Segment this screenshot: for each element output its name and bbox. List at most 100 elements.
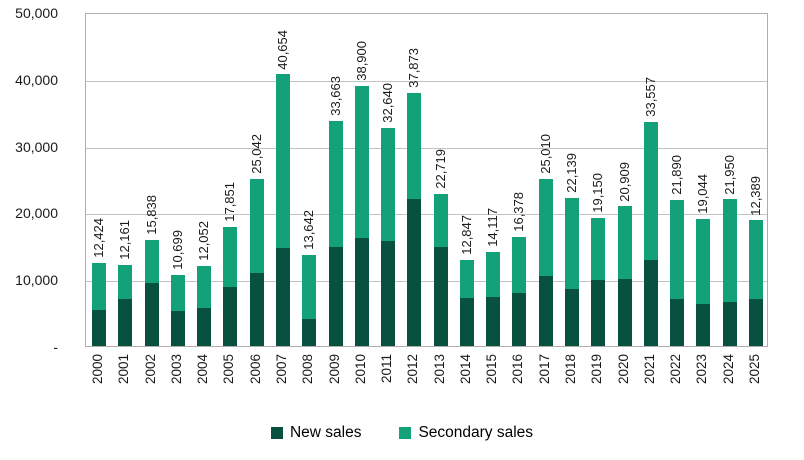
bar-column-2021: 33,557 [638, 14, 664, 346]
bar-segment-new-sales [564, 289, 579, 346]
bar-total-label: 16,378 [511, 191, 527, 232]
bar-segment-secondary-sales [328, 121, 343, 248]
x-tick-label: 2010 [352, 354, 368, 385]
x-tick-label: 2013 [431, 354, 447, 385]
bar-column-2014: 12,847 [454, 14, 480, 346]
bar-segment-new-sales [512, 293, 527, 346]
bar-total-label: 15,838 [143, 195, 159, 236]
x-tick-label: 2012 [405, 354, 421, 385]
y-tick-label: 20,000 [15, 205, 58, 222]
bar-segment-secondary-sales [670, 199, 685, 300]
bar-column-2001: 12,161 [112, 14, 138, 346]
bar-total-label: 38,900 [353, 41, 369, 82]
bar-segment-secondary-sales [617, 206, 632, 280]
bar-segment-new-sales [538, 275, 553, 346]
bar-total-label: 13,642 [301, 210, 317, 250]
bar-column-2004: 12,052 [191, 14, 217, 346]
bar-segment-new-sales [617, 279, 632, 346]
bar-column-2008: 13,642 [296, 14, 322, 346]
bar-column-2010: 38,900 [349, 14, 375, 346]
x-tick-label: 2005 [221, 354, 237, 385]
bar-total-label: 20,909 [616, 161, 632, 202]
bar-segment-secondary-sales [591, 218, 606, 281]
bar-segment-secondary-sales [564, 198, 579, 290]
bar-segment-new-sales [407, 199, 422, 346]
bar-column-2013: 22,719 [428, 14, 454, 346]
bar-segment-new-sales [249, 272, 264, 346]
bar-total-label: 12,161 [117, 220, 133, 260]
bar-total-label: 12,847 [458, 215, 474, 256]
bar-column-2022: 21,890 [664, 14, 690, 346]
bar-segment-new-sales [722, 301, 737, 346]
bar-total-label: 12,052 [196, 220, 212, 261]
y-tick-label: 40,000 [15, 71, 58, 88]
bar-column-2012: 37,873 [401, 14, 427, 346]
bar-stack [564, 198, 579, 346]
bar-segment-new-sales [643, 260, 658, 346]
bar-column-2005: 17,851 [217, 14, 243, 346]
legend-swatch-icon [399, 427, 412, 439]
bar-stack [276, 74, 290, 346]
legend-swatch-icon [270, 427, 283, 439]
bar-total-label: 25,010 [537, 134, 553, 174]
bar-total-label: 19,044 [695, 174, 711, 214]
bar-segment-new-sales [381, 241, 396, 346]
bar-stack [144, 240, 159, 346]
legend: New sales Secondary sales [0, 420, 804, 446]
x-tick-label: 2001 [116, 354, 132, 385]
x-tick-label: 2003 [168, 354, 184, 385]
bar-stack [512, 236, 527, 346]
bar-segment-new-sales [354, 238, 369, 346]
bar-segment-secondary-sales [302, 254, 317, 319]
bar-segment-new-sales [144, 283, 159, 346]
bar-segment-secondary-sales [170, 274, 185, 312]
bar-segment-new-sales [591, 280, 606, 346]
bar-segment-secondary-sales [381, 127, 396, 242]
bar-stack [328, 121, 343, 346]
y-axis: 50,000 40,000 30,000 20,000 10,000 - [0, 5, 58, 355]
bar-column-2023: 19,044 [690, 14, 716, 346]
bar-stack [670, 199, 685, 346]
bar-total-label: 10,699 [169, 229, 185, 270]
bar-stack [197, 265, 212, 346]
bar-column-2007: 40,654 [270, 14, 296, 346]
bar-segment-new-sales [670, 299, 685, 346]
bar-segment-new-sales [433, 247, 448, 346]
bar-column-2020: 20,909 [611, 14, 637, 346]
x-tick-label: 2022 [668, 354, 684, 385]
bar-total-label: 21,890 [669, 155, 685, 195]
bar-total-label: 22,719 [432, 149, 448, 190]
bar-total-label: 22,139 [563, 153, 579, 194]
bar-segment-new-sales [197, 307, 212, 346]
bar-column-2016: 16,378 [506, 14, 532, 346]
bar-segment-secondary-sales [354, 86, 369, 239]
bar-column-2006: 25,042 [244, 14, 270, 346]
bar-stack [643, 121, 658, 346]
bar-column-2025: 12,389 [743, 14, 769, 346]
bar-stack [617, 206, 632, 346]
bar-segment-new-sales [748, 298, 763, 346]
bar-segment-secondary-sales [748, 220, 763, 299]
bar-total-label: 33,557 [642, 77, 658, 117]
bar-column-2015: 14,117 [480, 14, 506, 346]
bar-total-label: 25,042 [248, 133, 264, 174]
x-tick-label: 2025 [746, 354, 762, 385]
x-tick-label: 2024 [720, 354, 736, 385]
bar-segment-secondary-sales [459, 260, 474, 298]
bar-segment-new-sales [92, 309, 107, 346]
bar-stack [118, 264, 133, 346]
x-tick-label: 2014 [457, 354, 473, 385]
x-tick-label: 2018 [562, 354, 578, 385]
bar-column-2000: 12,424 [86, 14, 112, 346]
bar-segment-secondary-sales [144, 240, 159, 284]
x-tick-label: 2008 [300, 354, 316, 385]
bar-stack [92, 263, 107, 346]
x-tick-label: 2015 [484, 354, 500, 385]
bar-stack [223, 226, 238, 346]
x-tick-label: 2000 [90, 354, 106, 385]
bar-total-label: 12,389 [747, 175, 763, 216]
x-tick-label: 2004 [195, 354, 211, 385]
bar-segment-new-sales [170, 311, 185, 346]
y-tick-label: 50,000 [15, 5, 58, 21]
